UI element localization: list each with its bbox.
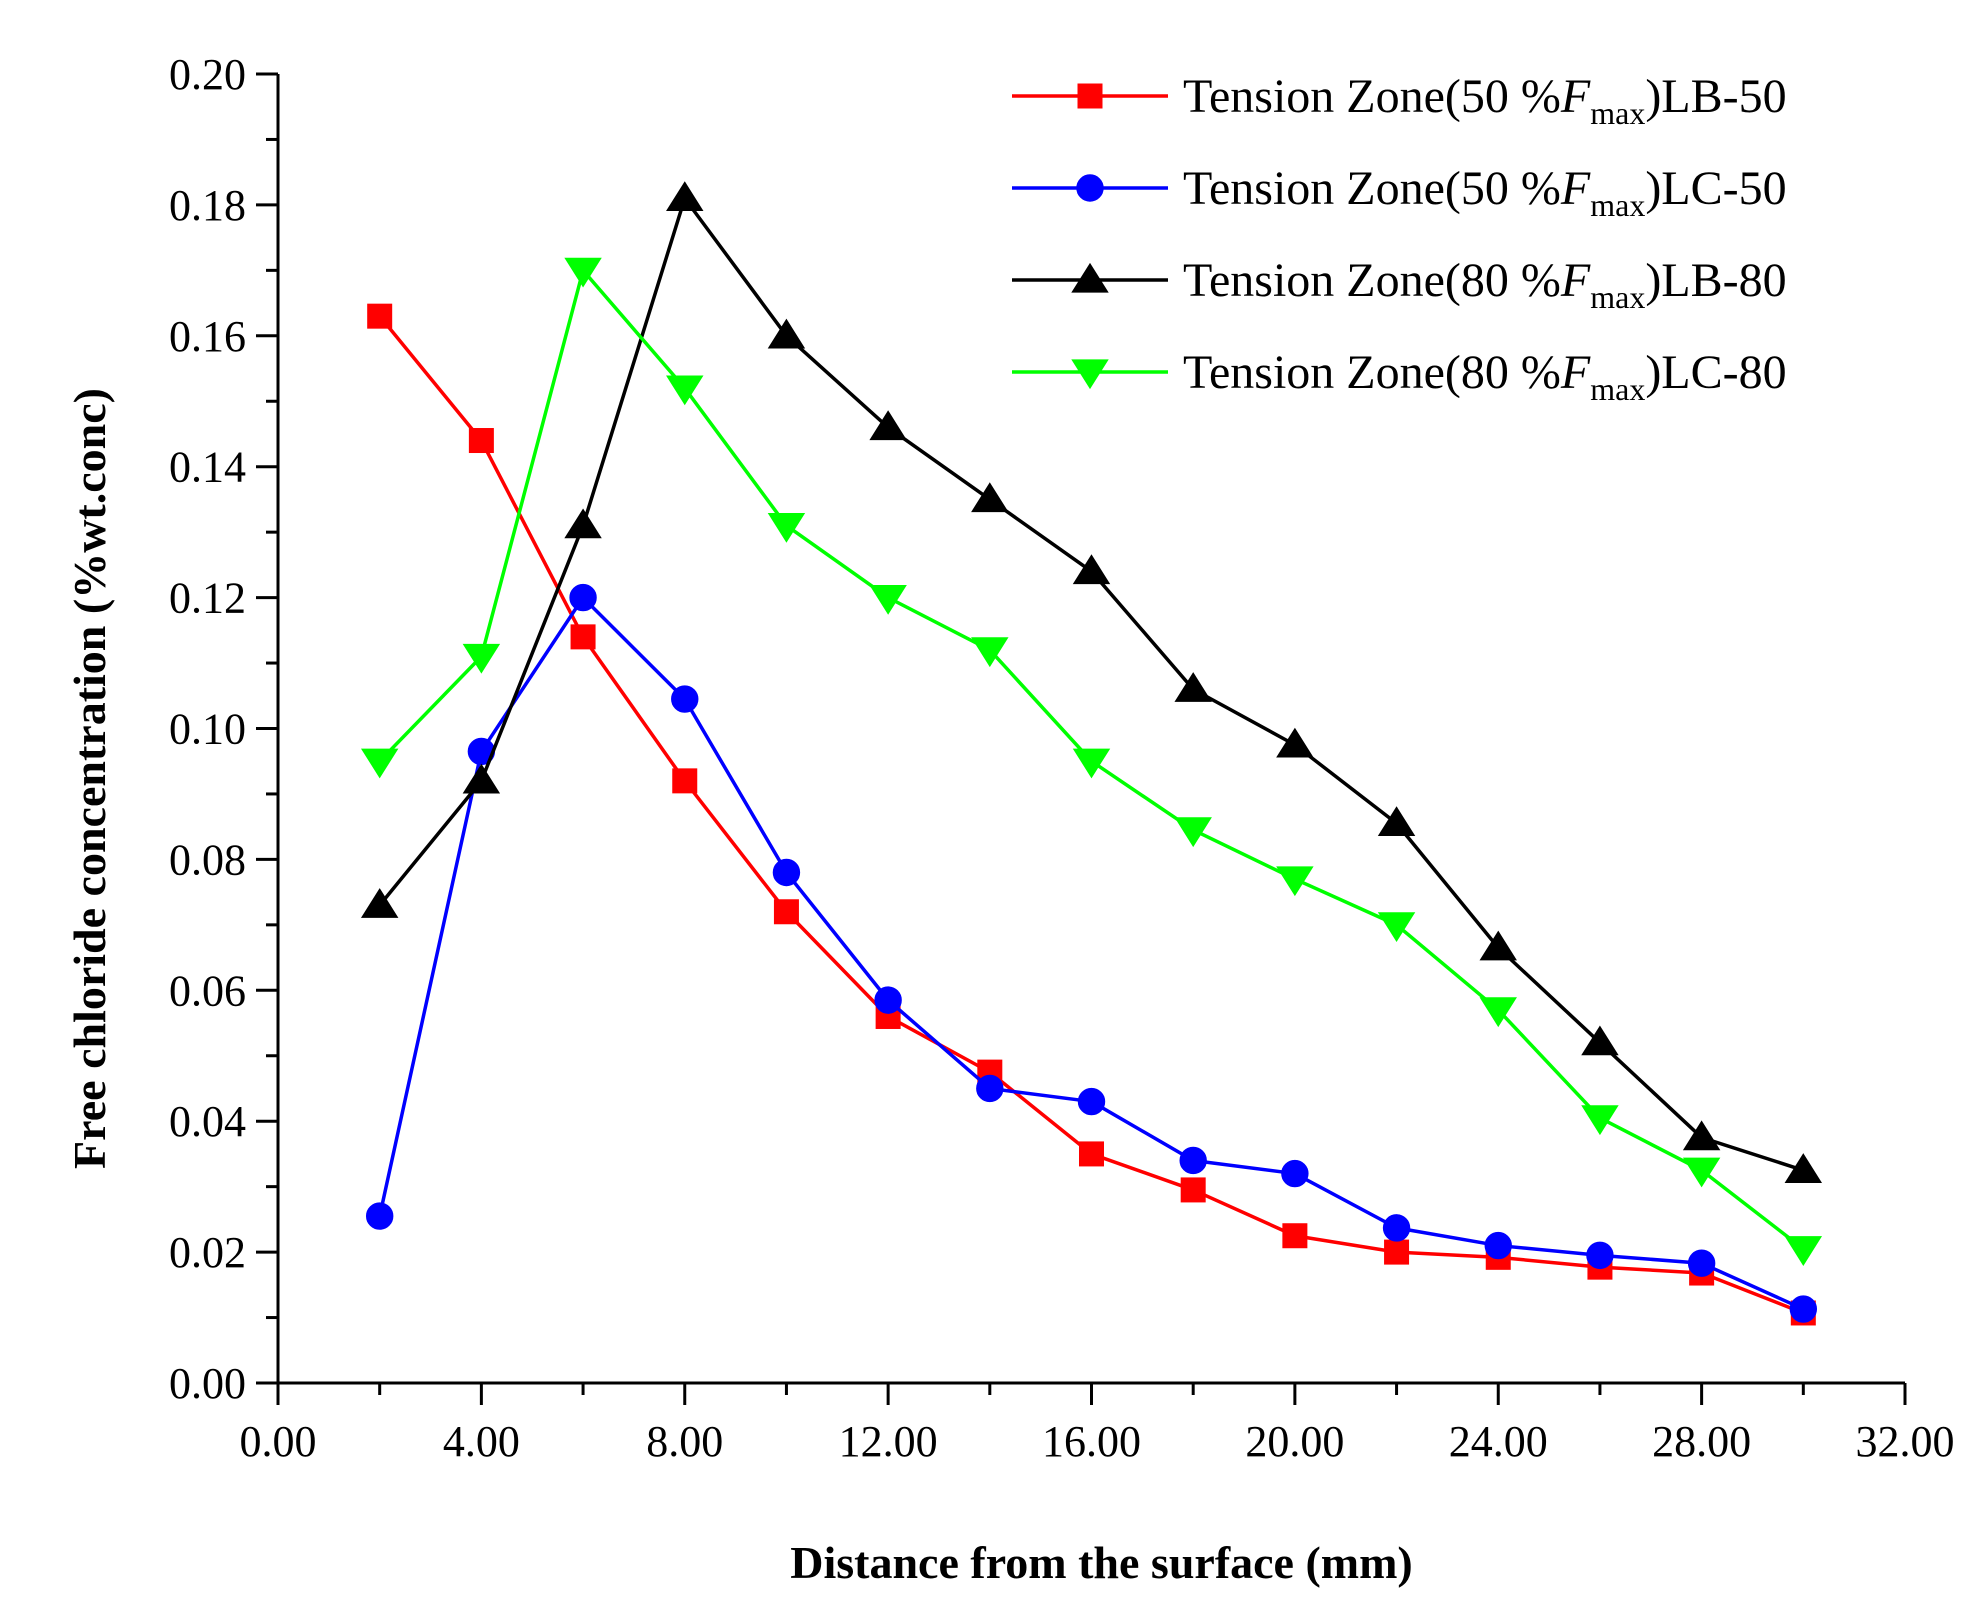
- data-point: [672, 768, 698, 794]
- data-point: [666, 181, 704, 212]
- data-point: [1484, 1231, 1512, 1260]
- x-tick-label: 24.00: [1449, 1417, 1548, 1466]
- data-point: [1789, 1295, 1818, 1323]
- data-point: [874, 986, 902, 1014]
- data-point: [1276, 727, 1314, 758]
- data-point: [1682, 1157, 1721, 1188]
- data-point: [360, 748, 399, 779]
- x-tick-label: 32.00: [1856, 1417, 1955, 1466]
- series-1: [367, 303, 1816, 1326]
- x-tick-label: 4.00: [443, 1417, 520, 1466]
- legend-label: Tension Zone(50 %Fmax)LC-50: [1183, 162, 1787, 223]
- data-point: [360, 888, 399, 918]
- data-point: [1180, 1177, 1206, 1203]
- data-point: [365, 1202, 394, 1230]
- data-point: [971, 637, 1009, 668]
- data-point: [1377, 912, 1416, 942]
- legend-label: Tension Zone(80 %Fmax)LC-80: [1183, 346, 1787, 407]
- data-point: [1377, 806, 1416, 837]
- data-point: [1682, 1120, 1721, 1151]
- data-point: [367, 303, 393, 329]
- data-point: [570, 624, 596, 650]
- y-tick-label: 0.20: [169, 50, 246, 99]
- data-point: [971, 482, 1009, 513]
- data-point: [976, 1074, 1004, 1103]
- data-point: [773, 899, 799, 925]
- data-point: [1784, 1236, 1823, 1266]
- x-tick-label: 28.00: [1652, 1417, 1751, 1466]
- data-point: [1586, 1241, 1614, 1270]
- legend-item: Tension Zone(50 %Fmax)LB-50: [1012, 70, 1787, 131]
- data-point: [1784, 1153, 1823, 1183]
- data-point: [1479, 997, 1517, 1028]
- legend-marker: [1071, 359, 1109, 390]
- y-tick-label: 0.04: [169, 1097, 246, 1146]
- x-tick-label: 0.00: [240, 1417, 317, 1466]
- x-tick-label: 12.00: [839, 1417, 938, 1466]
- legend-item: Tension Zone(50 %Fmax)LC-50: [1012, 162, 1787, 223]
- data-point: [569, 583, 597, 612]
- y-tick-label: 0.12: [169, 574, 246, 623]
- data-point: [767, 318, 806, 349]
- series-layer: [360, 181, 1823, 1326]
- data-point: [1072, 554, 1111, 585]
- series-2: [365, 583, 1818, 1323]
- data-point: [1079, 1141, 1104, 1167]
- data-point: [1179, 1146, 1207, 1175]
- data-point: [1282, 1223, 1308, 1249]
- legend-marker: [1077, 83, 1103, 109]
- data-point: [1276, 866, 1314, 897]
- data-point: [1382, 1214, 1411, 1242]
- data-point: [1174, 672, 1212, 702]
- data-point: [671, 685, 699, 713]
- legend-marker: [1076, 174, 1104, 202]
- legend-item: Tension Zone(80 %Fmax)LC-80: [1012, 346, 1787, 407]
- x-tick-label: 20.00: [1245, 1417, 1344, 1466]
- data-point: [1384, 1239, 1410, 1265]
- y-tick-label: 0.16: [169, 312, 246, 361]
- data-point: [468, 428, 494, 454]
- x-tick-label: 8.00: [646, 1417, 723, 1466]
- legend-item: Tension Zone(80 %Fmax)LB-80: [1012, 254, 1787, 315]
- data-point: [772, 858, 801, 887]
- data-point: [564, 508, 602, 539]
- series-3: [360, 181, 1823, 1183]
- y-tick-label: 0.10: [169, 705, 246, 754]
- data-point: [869, 410, 907, 441]
- data-point: [564, 257, 602, 288]
- data-point: [1174, 817, 1212, 848]
- data-point: [462, 763, 501, 794]
- data-point: [462, 643, 501, 674]
- y-tick-label: 0.00: [169, 1359, 246, 1408]
- y-tick-label: 0.06: [169, 966, 246, 1015]
- data-point: [1072, 748, 1111, 779]
- data-point: [869, 584, 907, 615]
- y-tick-label: 0.08: [169, 835, 246, 884]
- axes: 0.00 0.02 0.04 0.06 0.08 0.10 0.12 0.14 0.16 0.18…: [169, 50, 1955, 1466]
- data-point: [666, 375, 704, 406]
- y-tick-label: 0.14: [169, 443, 246, 492]
- legend-label: Tension Zone(80 %Fmax)LB-80: [1183, 254, 1787, 315]
- data-point: [1281, 1159, 1309, 1188]
- series-4: [360, 257, 1823, 1266]
- legend-marker: [1071, 262, 1109, 293]
- data-point: [1077, 1087, 1106, 1116]
- data-point: [1581, 1025, 1619, 1056]
- legend: Tension Zone(50 %Fmax)LB-50 Tension Zone(…: [1012, 70, 1787, 407]
- series-line: [378, 196, 1804, 1172]
- x-axis-title: Distance from the surface (mm): [790, 1537, 1413, 1588]
- data-point: [767, 512, 806, 543]
- data-point: [1581, 1105, 1619, 1136]
- legend-label: Tension Zone(50 %Fmax)LB-50: [1183, 70, 1787, 131]
- data-point: [1687, 1249, 1716, 1277]
- series-line: [377, 595, 1805, 1311]
- data-point: [1479, 930, 1517, 961]
- x-tick-label: 16.00: [1042, 1417, 1141, 1466]
- y-tick-label: 0.18: [169, 181, 246, 230]
- y-tick-label: 0.02: [169, 1228, 246, 1277]
- y-axis-title: Free chloride concentration (%wt.conc): [64, 388, 115, 1169]
